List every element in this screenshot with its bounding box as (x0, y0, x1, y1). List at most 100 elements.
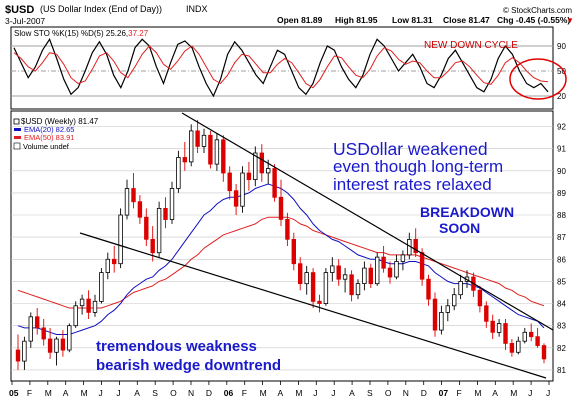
sto-legend-d: 37.27 (128, 29, 149, 38)
candle-76 (503, 319, 508, 350)
y-tick-82: 82 (557, 344, 566, 353)
candle-body (503, 323, 508, 344)
price-candles (15, 119, 547, 370)
candle-body (419, 252, 425, 280)
x-label-19: A (349, 388, 355, 398)
candle-40 (272, 164, 277, 202)
candle-body (156, 207, 162, 254)
candle-79 (522, 327, 527, 344)
x-label-4: M (81, 388, 88, 398)
candle-11 (86, 290, 91, 319)
x-label-27: A (492, 388, 498, 398)
candle-body (182, 157, 187, 163)
candle-body (118, 214, 123, 265)
candle-body (413, 238, 418, 254)
candle-5 (47, 327, 53, 359)
candle-body (28, 316, 33, 342)
candle-65 (432, 292, 438, 337)
candle-body (432, 298, 438, 331)
candle-80 (529, 323, 534, 342)
candle-body (445, 305, 450, 313)
candle-body (67, 325, 72, 351)
candle-body (259, 152, 264, 174)
candle-72 (477, 285, 483, 313)
sto-legend: Slow STO %K(15) %D(5) 25.26,37.27 (14, 29, 149, 38)
candle-82 (541, 343, 547, 364)
candle-body (176, 157, 181, 189)
candle-body (201, 134, 207, 147)
new-down-cycle-annotation: NEW DOWN CYCLE (424, 40, 518, 51)
candle-25 (176, 150, 181, 193)
candle-56 (374, 252, 380, 286)
candle-1 (22, 336, 27, 370)
candle-14 (105, 252, 110, 280)
candle-64 (426, 274, 431, 306)
candle-body (323, 272, 329, 305)
candle-2 (28, 312, 33, 348)
candle-body (394, 261, 399, 278)
candle-32 (221, 135, 226, 182)
candle-body (342, 274, 348, 280)
candle-3 (35, 308, 40, 335)
x-label-13: F (242, 388, 247, 398)
candle-body (92, 300, 98, 313)
candle-27 (188, 124, 194, 167)
candle-23 (163, 197, 168, 229)
candle-body (188, 130, 194, 163)
candle-body (297, 263, 303, 285)
candle-body (253, 152, 258, 181)
breakdown-line-1: BREAKDOWN (420, 204, 514, 220)
candle-body (278, 196, 284, 220)
candle-26 (182, 142, 187, 171)
x-axis: 05 F M A M J J A S O N D 06 F M A M J J A S O N D 07 F M A M J J (9, 381, 550, 398)
candle-9 (73, 301, 78, 328)
x-label-3: A (63, 388, 69, 398)
candle-16 (118, 208, 123, 269)
candle-35 (240, 166, 245, 213)
candle-55 (368, 263, 373, 288)
price-y-axis: 81 82 83 84 85 86 87 88 89 90 91 92 (557, 123, 566, 375)
candle-54 (362, 261, 367, 291)
candle-body (131, 188, 136, 203)
candle-8 (67, 323, 72, 353)
open-value: Open 81.89 (277, 15, 323, 25)
candle-66 (439, 305, 444, 335)
candle-13 (99, 268, 104, 304)
legend-main: $USD (Weekly) 81.47 (21, 117, 99, 126)
x-label-16: M (295, 388, 302, 398)
price-panel: 81 82 83 84 85 86 87 88 89 90 91 92 $USD (Weekly) 8… (10, 110, 566, 382)
candle-53 (355, 279, 361, 300)
close-value: Close 81.47 (443, 15, 490, 25)
candle-body (291, 238, 296, 265)
legend-ema20: EMA(20) 82.65 (24, 125, 74, 134)
candle-29 (201, 128, 207, 153)
candle-body (233, 190, 239, 207)
watermark: © StockCharts.com (503, 6, 572, 15)
dollar-weakened-annotation: USDollar weakened even though long-term … (333, 139, 503, 194)
x-label-7: A (134, 388, 140, 398)
x-label-12: 06 (224, 388, 234, 398)
sto-d-line (13, 45, 549, 89)
candle-body (246, 172, 252, 180)
x-label-10: N (188, 388, 194, 398)
candle-68 (451, 288, 457, 311)
x-label-29: J (528, 388, 532, 398)
change-value: Chg -0.45 (-0.55%) (497, 15, 570, 25)
candle-body (99, 272, 104, 302)
candle-body (163, 207, 168, 220)
candle-33 (227, 166, 232, 200)
candle-body (355, 283, 361, 296)
sto-k-line (13, 37, 549, 98)
sto-legend-k: Slow STO %K(15) %D(5) 25.26, (14, 29, 128, 38)
candle-body (169, 188, 175, 220)
y-tick-86: 86 (557, 255, 566, 264)
candle-body (516, 340, 521, 353)
candle-42 (285, 212, 290, 246)
sto-level-label-50: 50 (557, 67, 566, 76)
candle-body (208, 134, 213, 165)
candle-body (54, 338, 59, 353)
candle-body (221, 139, 226, 174)
y-tick-85: 85 (557, 277, 566, 286)
candle-36 (246, 161, 252, 191)
candle-52 (349, 270, 354, 302)
